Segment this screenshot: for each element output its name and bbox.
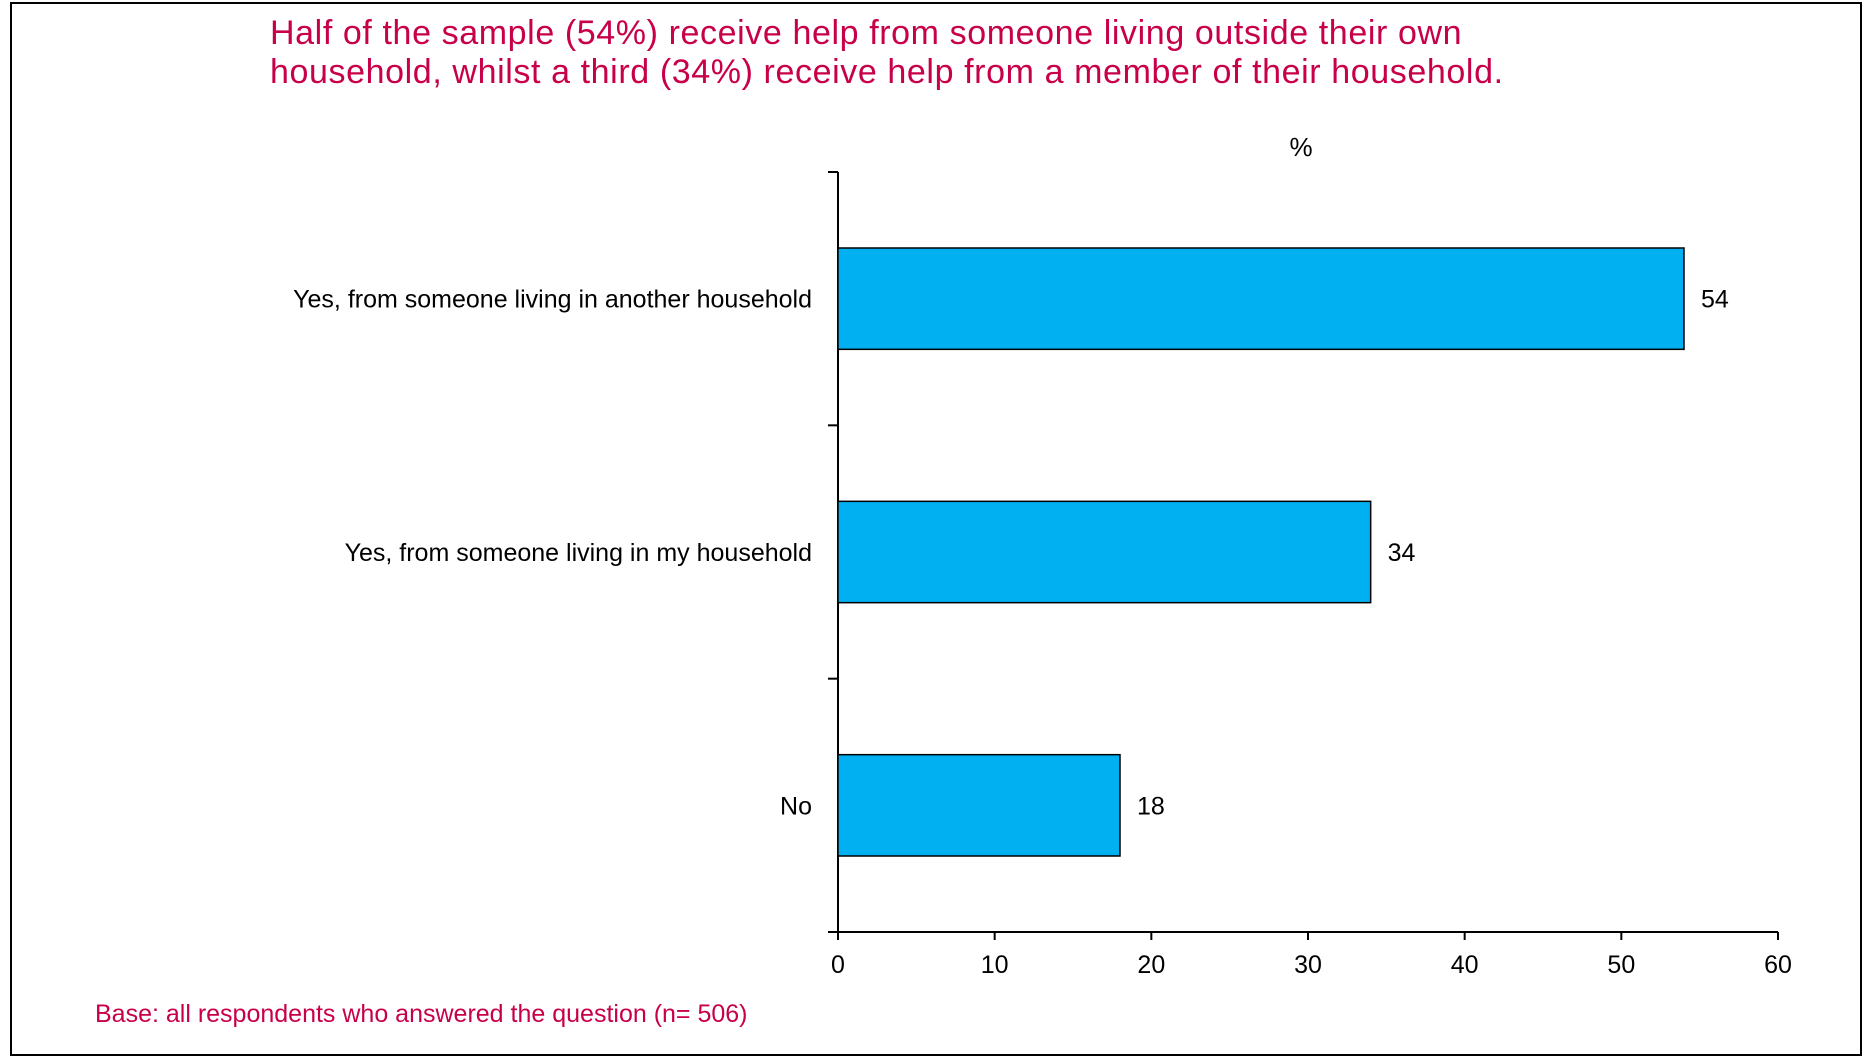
value-label: 18 xyxy=(1137,792,1165,820)
category-label: Yes, from someone living in my household xyxy=(345,539,812,567)
chart-title-line-1: Half of the sample (54%) receive help fr… xyxy=(270,14,1463,52)
x-tick-label: 50 xyxy=(1607,951,1635,979)
x-tick-label: 20 xyxy=(1137,951,1165,979)
category-label: No xyxy=(780,792,812,820)
chart-title: Half of the sample (54%) receive help fr… xyxy=(270,14,1770,92)
bar xyxy=(837,753,1121,857)
category-label: Yes, from someone living in another hous… xyxy=(293,286,812,314)
x-tick-label: 0 xyxy=(831,951,845,979)
value-label: 54 xyxy=(1701,286,1729,314)
x-tick-label: 10 xyxy=(981,951,1009,979)
unit-label: % xyxy=(1289,132,1312,162)
bar xyxy=(837,500,1372,604)
x-tick-label: 40 xyxy=(1451,951,1479,979)
bar xyxy=(837,247,1685,351)
base-footnote: Base: all respondents who answered the q… xyxy=(95,1000,748,1028)
bars: Yes, from someone living in another hous… xyxy=(293,247,1729,857)
chart-title-line-2: household, whilst a third (34%) receive … xyxy=(270,53,1504,91)
x-tick-label: 60 xyxy=(1764,951,1792,979)
x-tick-label: 30 xyxy=(1294,951,1322,979)
value-label: 34 xyxy=(1388,539,1416,567)
